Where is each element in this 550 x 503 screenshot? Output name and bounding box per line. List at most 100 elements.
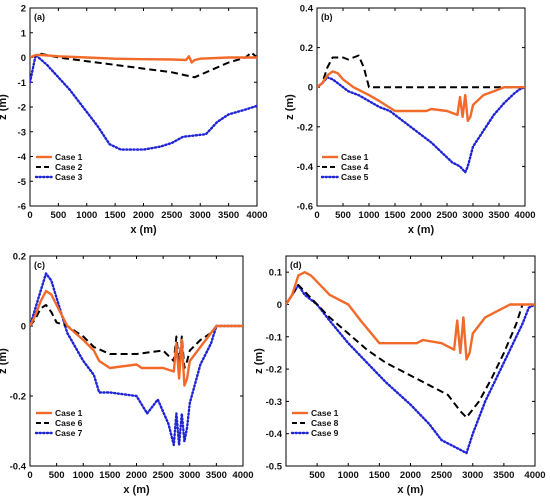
y-tick-label: -0.4 bbox=[266, 429, 283, 440]
x-tick-label: 3000 bbox=[462, 470, 483, 481]
x-tick-label: 3000 bbox=[462, 210, 483, 221]
x-tick-label: 3500 bbox=[218, 210, 239, 221]
chart-panel-2: 0 500 1000 1500 2000 2500 3000 3500 4000 -0.6 -0.4… bbox=[284, 4, 536, 237]
y-tick-label: -5 bbox=[18, 177, 27, 188]
x-tick-label: 4000 bbox=[524, 470, 545, 481]
series-group bbox=[30, 51, 257, 151]
x-tick-label: 3500 bbox=[493, 470, 514, 481]
y-tick-label: -2 bbox=[18, 103, 26, 114]
x-tick-label: 2500 bbox=[431, 470, 452, 481]
series-line-case-1 bbox=[317, 70, 525, 123]
legend-entry: Case 6 bbox=[55, 418, 83, 428]
y-tick-label: -0.5 bbox=[266, 462, 283, 473]
y-axis-label: z (m) bbox=[284, 94, 296, 120]
y-tick-label: -1 bbox=[18, 78, 27, 89]
y-tick-label: 0 bbox=[308, 83, 313, 94]
x-tick-label: 1000 bbox=[338, 470, 359, 481]
y-tick-label: 0.2 bbox=[300, 43, 313, 54]
x-tick-label: 4000 bbox=[232, 470, 253, 481]
y-axis-label: z (m) bbox=[253, 348, 265, 374]
x-tick-label: 2000 bbox=[400, 470, 421, 481]
series-group bbox=[286, 271, 535, 455]
x-axis-label: x (m) bbox=[397, 484, 424, 496]
series-line-case-4 bbox=[317, 54, 525, 89]
panel-label: (c) bbox=[34, 260, 45, 270]
y-tick-label: 0.2 bbox=[13, 252, 26, 263]
y-tick-label: -0.2 bbox=[297, 122, 313, 133]
x-tick-label: 3000 bbox=[179, 470, 200, 481]
x-tick-label: 500 bbox=[49, 470, 65, 481]
y-tick-label: -0.4 bbox=[10, 462, 27, 473]
series-line-case-1 bbox=[30, 53, 257, 64]
y-tick-label: 2 bbox=[21, 4, 26, 15]
panel-label: (a) bbox=[34, 12, 45, 22]
series-line-case-7 bbox=[30, 272, 243, 447]
x-tick-label: 0 bbox=[314, 210, 319, 221]
y-tick-label: -4 bbox=[18, 152, 27, 163]
series-line-case-3 bbox=[30, 53, 257, 151]
x-tick-label: 1000 bbox=[76, 210, 97, 221]
x-tick-label: 500 bbox=[50, 210, 66, 221]
x-tick-label: 0 bbox=[27, 470, 32, 481]
legend-entry: Case 1 bbox=[55, 152, 83, 162]
legend-entry: Case 2 bbox=[55, 162, 83, 172]
legend-entry: Case 1 bbox=[341, 152, 369, 162]
chart-panel-3: 0 500 1000 1500 2000 2500 3000 3500 4000 -0.4 -0.2… bbox=[0, 252, 254, 497]
legend-entry: Case 8 bbox=[311, 418, 339, 428]
x-axis-label: x (m) bbox=[408, 224, 435, 236]
y-tick-label: 0.1 bbox=[269, 268, 283, 279]
y-tick-label: 1 bbox=[21, 28, 27, 39]
y-axis-label: z (m) bbox=[0, 94, 9, 120]
x-tick-label: 1000 bbox=[73, 470, 94, 481]
legend-entry: Case 1 bbox=[55, 408, 83, 418]
legend-entry: Case 7 bbox=[55, 428, 83, 438]
y-tick-label: -0.1 bbox=[266, 332, 283, 343]
x-tick-label: 4000 bbox=[246, 210, 267, 221]
panel-label: (d) bbox=[290, 260, 302, 270]
legend-entry: Case 4 bbox=[341, 162, 369, 172]
x-tick-label: 2000 bbox=[126, 470, 147, 481]
series-line-case-8 bbox=[286, 284, 535, 419]
legend-entry: Case 5 bbox=[341, 172, 369, 182]
x-tick-label: 0 bbox=[27, 210, 32, 221]
y-tick-label: -6 bbox=[18, 202, 26, 213]
y-tick-label: 0 bbox=[277, 300, 282, 311]
y-tick-label: -0.2 bbox=[10, 392, 26, 403]
y-tick-label: 0 bbox=[21, 53, 26, 64]
series-line-case-1 bbox=[286, 271, 535, 361]
x-tick-label: 2000 bbox=[133, 210, 154, 221]
x-tick-label: 3000 bbox=[190, 210, 211, 221]
series-group bbox=[30, 272, 243, 447]
chart-panel-4: 500 1000 1500 2000 2500 3000 3500 4000 -0.5 -0.4 -… bbox=[253, 255, 546, 496]
y-tick-label: -0.6 bbox=[297, 202, 313, 213]
x-tick-label: 3500 bbox=[488, 210, 509, 221]
x-tick-label: 2000 bbox=[410, 210, 431, 221]
legend-entry: Case 9 bbox=[311, 428, 339, 438]
plot-frame bbox=[29, 255, 244, 467]
x-tick-label: 1500 bbox=[369, 470, 390, 481]
x-tick-label: 1500 bbox=[105, 210, 126, 221]
x-axis-label: x (m) bbox=[123, 484, 150, 496]
x-tick-label: 3500 bbox=[206, 470, 227, 481]
y-tick-label: -0.3 bbox=[266, 397, 282, 408]
y-tick-label: 0.4 bbox=[300, 4, 314, 15]
plot-frame bbox=[29, 7, 258, 207]
y-axis-label: z (m) bbox=[0, 348, 9, 374]
legend-entry: Case 1 bbox=[311, 408, 339, 418]
y-tick-label: -0.2 bbox=[266, 365, 282, 376]
panel-label: (b) bbox=[321, 12, 333, 22]
x-tick-label: 2500 bbox=[153, 470, 174, 481]
x-tick-label: 4000 bbox=[514, 210, 535, 221]
x-tick-label: 2500 bbox=[161, 210, 182, 221]
x-tick-label: 1500 bbox=[384, 210, 405, 221]
series-group bbox=[317, 54, 525, 174]
series-line-case-6 bbox=[30, 304, 243, 369]
x-axis-label: x (m) bbox=[130, 224, 157, 236]
x-tick-label: 1000 bbox=[358, 210, 379, 221]
chart-panel-1: 0 500 1000 1500 2000 2500 3000 3500 4000 -6 -5 -4 -3… bbox=[0, 4, 268, 237]
legend-entry: Case 3 bbox=[55, 172, 83, 182]
